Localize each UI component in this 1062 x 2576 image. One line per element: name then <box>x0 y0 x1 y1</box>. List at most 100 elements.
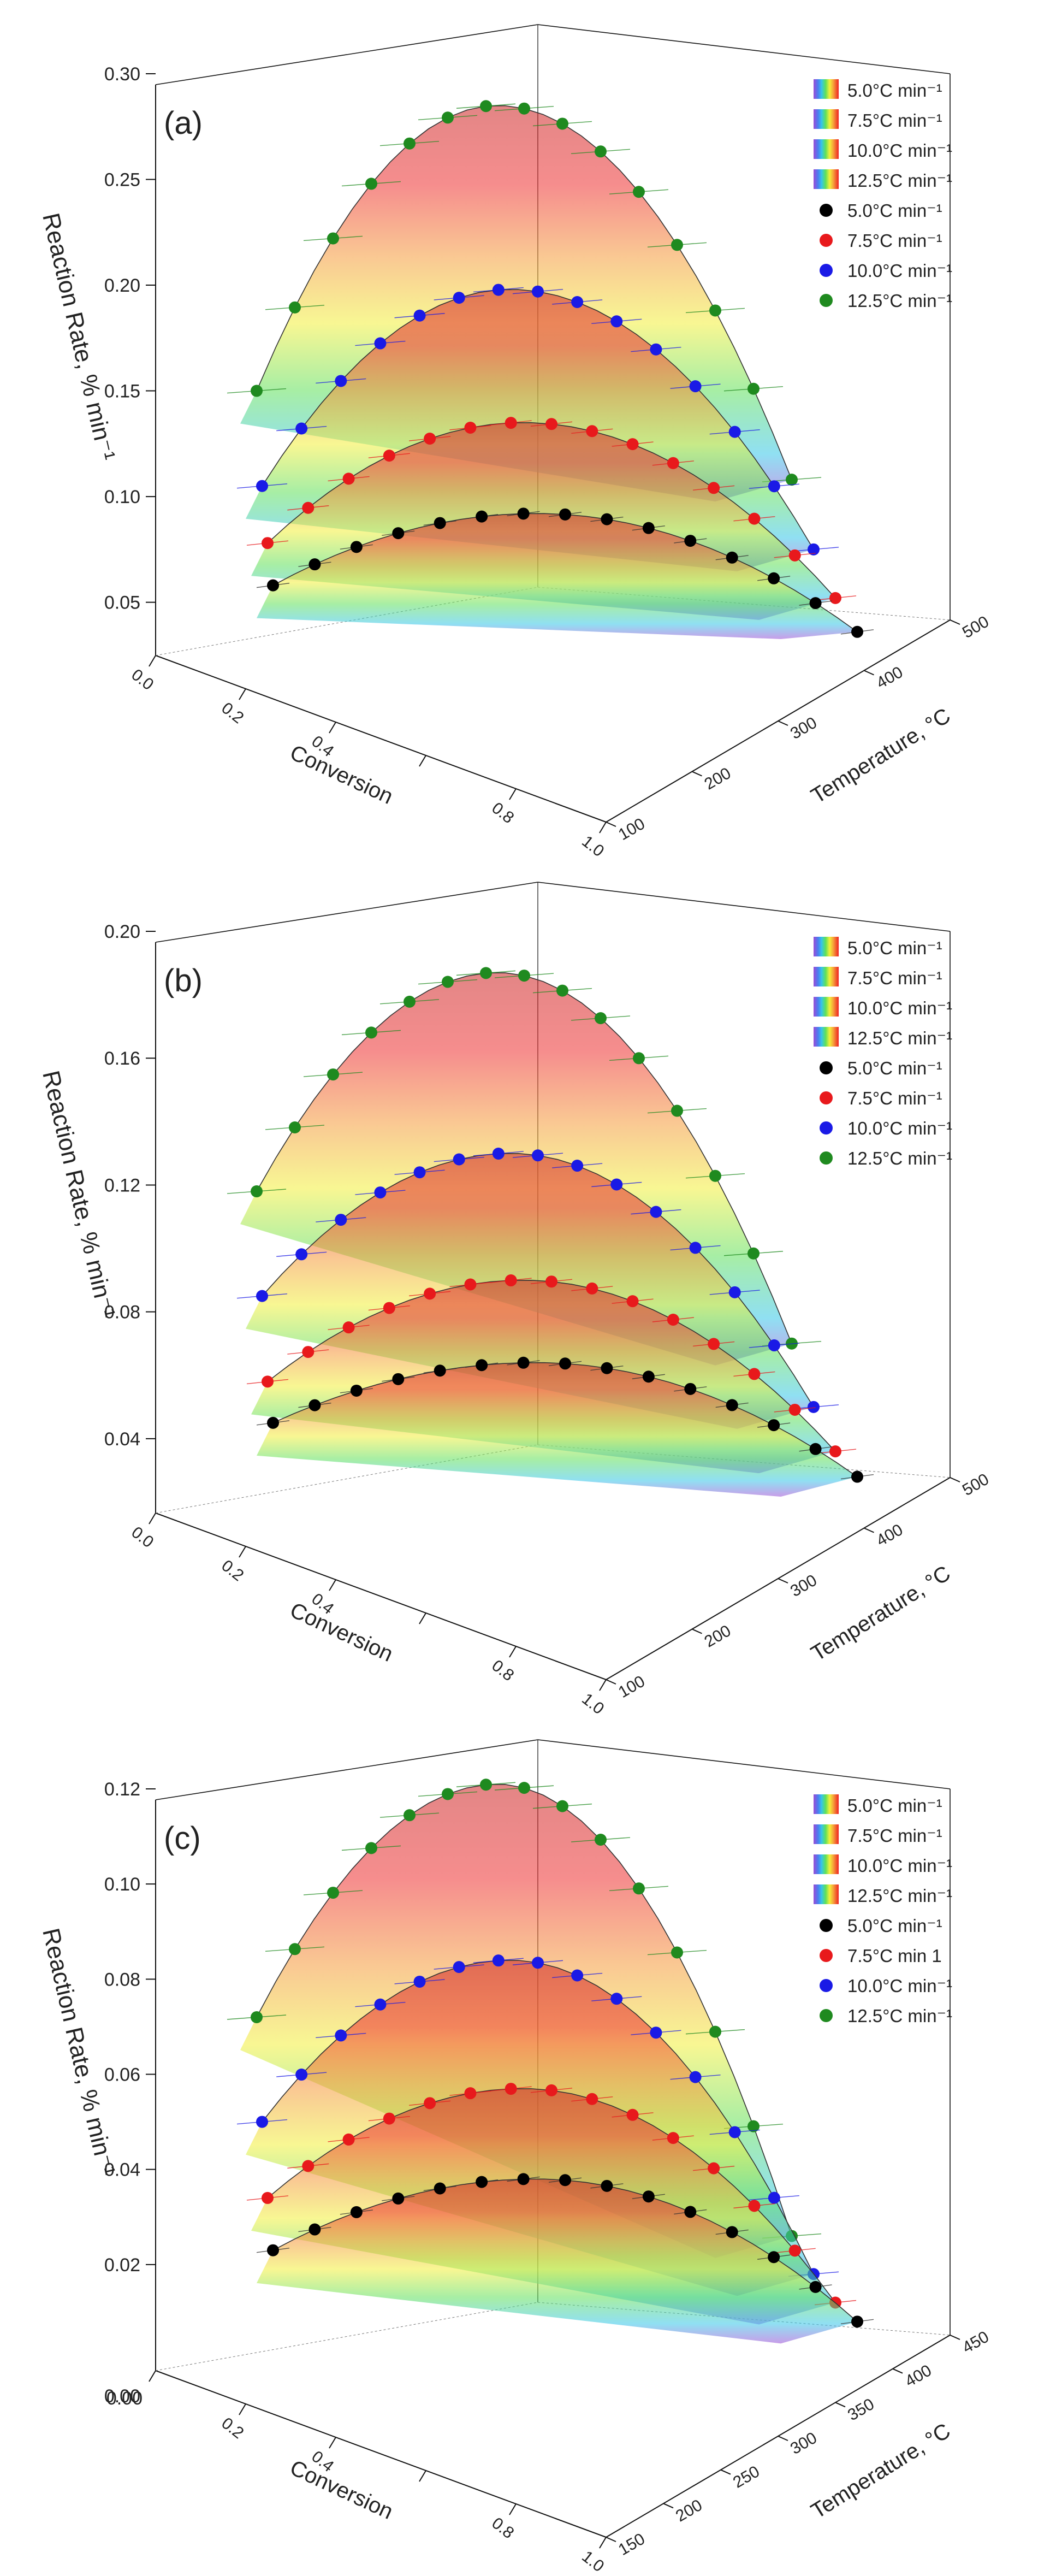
data-point <box>256 2116 268 2128</box>
x-axis-title: Conversion <box>287 1598 397 1667</box>
box-edge <box>537 24 951 74</box>
surface-patch <box>257 513 857 639</box>
z-tick-label: 0.30 <box>104 64 140 85</box>
data-point <box>327 1887 339 1899</box>
data-point <box>633 1882 645 1895</box>
legend-label: 5.0°C min⁻¹ <box>847 80 942 101</box>
x-tick <box>149 655 156 667</box>
data-point <box>251 2011 263 2023</box>
data-point <box>424 2097 436 2110</box>
data-point <box>671 1104 683 1117</box>
data-point <box>492 283 505 296</box>
box-edge <box>155 24 538 85</box>
y-tick <box>778 2436 788 2441</box>
data-point <box>747 2120 760 2132</box>
chart-panel: 0.050.100.150.200.250.300.00.20.40.81.0C… <box>37 24 992 860</box>
z-tick-label: 0.08 <box>104 1302 140 1323</box>
data-point <box>267 2244 279 2256</box>
data-point <box>768 2191 780 2204</box>
data-point <box>442 111 454 124</box>
data-point <box>689 380 702 393</box>
legend-surface-swatch <box>814 1027 839 1047</box>
y-tick-label: 300 <box>787 2429 820 2458</box>
legend-surface-swatch <box>814 139 839 159</box>
y-tick <box>606 2537 616 2542</box>
data-point <box>365 178 377 190</box>
data-point <box>642 2190 655 2203</box>
x-tick <box>419 2470 426 2482</box>
data-point <box>392 1373 405 1385</box>
x-tick <box>149 2370 156 2382</box>
z-tick-label: 0.25 <box>104 170 140 191</box>
data-point <box>642 522 655 534</box>
data-point <box>308 1399 321 1411</box>
legend-surface-swatch <box>814 997 839 1017</box>
legend-label: 7.5°C min⁻¹ <box>847 968 942 988</box>
y-tick-label: 200 <box>702 1622 734 1651</box>
legend-label: 10.0°C min⁻¹ <box>847 261 952 281</box>
data-point <box>532 285 544 298</box>
data-point <box>350 1384 363 1397</box>
x-tick-label: 1.0 <box>578 1690 607 1718</box>
data-point <box>595 145 607 158</box>
x-tick <box>419 755 426 767</box>
legend-point-swatch <box>820 264 833 277</box>
data-point <box>684 2206 697 2218</box>
data-point <box>633 1052 645 1065</box>
data-point <box>851 1470 863 1483</box>
z-tick-label: 0.00 <box>104 2386 140 2407</box>
x-tick <box>239 688 246 700</box>
x-tick-label: 0.8 <box>488 799 517 828</box>
legend-surface-swatch <box>814 937 839 956</box>
x-tick-label: 0.8 <box>488 1657 517 1685</box>
data-point <box>302 1346 315 1358</box>
data-point <box>586 425 598 438</box>
z-axis-title: Reaction Rate, % min⁻¹ <box>37 210 120 463</box>
legend-surface-swatch <box>814 109 839 129</box>
legend-label: 7.5°C min⁻¹ <box>847 110 942 131</box>
data-point <box>595 1012 607 1024</box>
data-point <box>650 1206 662 1218</box>
data-point <box>413 309 426 322</box>
y-tick <box>692 771 702 777</box>
data-point <box>667 1313 679 1326</box>
legend-label: 10.0°C min⁻¹ <box>847 998 952 1018</box>
data-point <box>684 1382 697 1395</box>
data-point <box>480 100 492 113</box>
y-tick <box>950 2335 960 2340</box>
x-tick <box>599 822 607 834</box>
data-point <box>545 1275 557 1288</box>
x-tick-label: 0.2 <box>218 2414 247 2443</box>
y-tick <box>692 1628 702 1634</box>
data-point <box>342 2133 355 2146</box>
data-point <box>556 117 568 130</box>
data-point <box>518 102 530 115</box>
data-point <box>709 1169 721 1182</box>
data-point <box>728 1286 741 1298</box>
data-point <box>808 543 820 556</box>
data-point <box>768 2251 780 2264</box>
data-point <box>610 315 623 328</box>
box-edge <box>155 1739 538 1800</box>
z-tick-label: 0.12 <box>104 1175 140 1196</box>
data-point <box>748 2200 761 2212</box>
x-tick <box>149 1512 156 1525</box>
z-tick-label: 0.00 <box>106 2388 143 2409</box>
data-point <box>251 1185 263 1198</box>
x-tick <box>419 1612 426 1624</box>
data-point <box>571 1969 584 1982</box>
legend-label: 10.0°C min⁻¹ <box>847 1856 952 1876</box>
data-point <box>642 1370 655 1383</box>
y-tick-label: 100 <box>615 1672 648 1701</box>
legend-label: 12.5°C min⁻¹ <box>847 170 952 191</box>
legend-surface-swatch <box>814 169 839 189</box>
box-edge <box>155 882 538 943</box>
data-point <box>633 186 645 198</box>
data-point <box>404 1809 416 1822</box>
data-point <box>610 1178 623 1191</box>
legend-label: 7.5°C min⁻¹ <box>847 1088 942 1108</box>
y-tick-label: 500 <box>959 612 992 642</box>
x-axis-line <box>155 655 607 823</box>
data-point <box>262 2191 274 2204</box>
data-point <box>374 337 387 350</box>
